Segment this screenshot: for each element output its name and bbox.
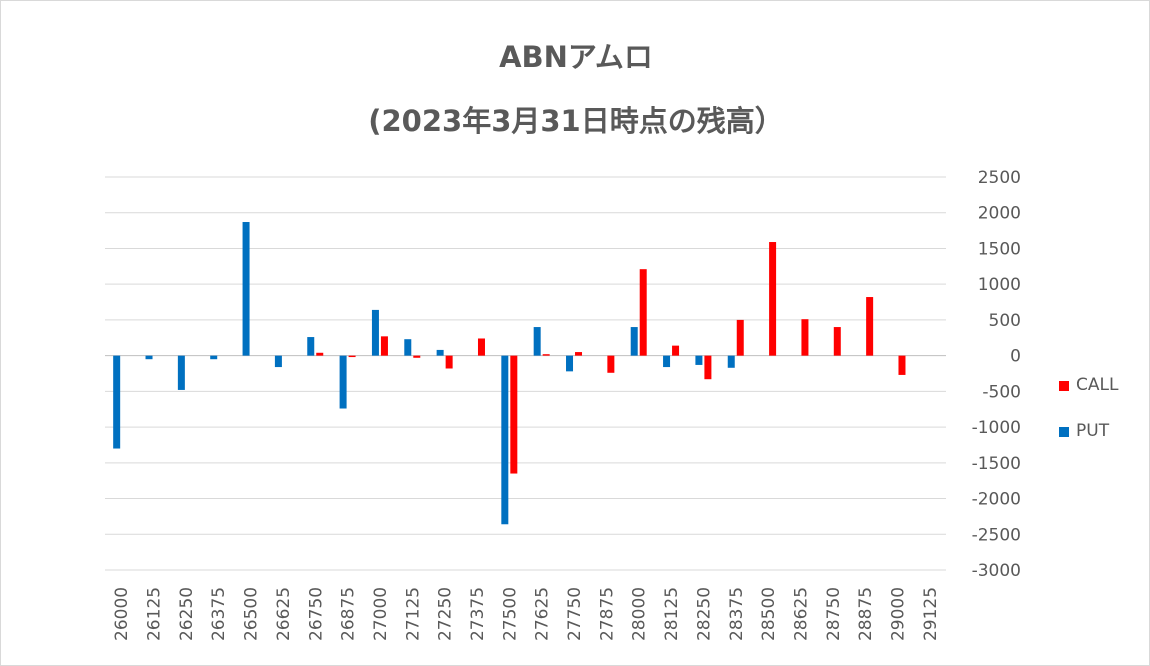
y-tick-label: -1000 [972, 418, 1021, 438]
legend-label-put: PUT [1076, 421, 1110, 441]
bar-put [727, 355, 735, 368]
bar-call [477, 338, 485, 356]
x-tick-label: 27125 [403, 587, 423, 641]
x-tick-label: 28375 [727, 587, 747, 641]
x-tick-label: 27250 [436, 587, 456, 641]
legend-label-call: CALL [1076, 375, 1119, 395]
bar-put [307, 337, 315, 356]
x-tick-label: 26125 [145, 587, 165, 641]
bar-put [404, 339, 412, 356]
y-tick-label: -2500 [972, 525, 1021, 545]
x-tick-label: 28250 [694, 587, 714, 641]
bar-call [639, 269, 647, 356]
x-tick-label: 26000 [112, 587, 132, 641]
y-tick-label: 2500 [978, 168, 1021, 188]
bar-call [575, 352, 583, 356]
x-tick-label: 26625 [274, 587, 294, 641]
y-tick-label: 0 [1010, 347, 1021, 367]
x-tick-label: 28000 [630, 587, 650, 641]
bar-call [510, 355, 518, 474]
bar-call [898, 355, 906, 375]
bar-put [242, 222, 250, 356]
y-tick-label: -500 [982, 382, 1021, 402]
y-tick-label: 2000 [978, 204, 1021, 224]
bar-call [413, 355, 421, 358]
y-tick-label: -1500 [972, 454, 1021, 474]
x-tick-label: 28625 [791, 587, 811, 641]
x-tick-label: 27500 [500, 587, 520, 641]
bar-put [695, 355, 703, 365]
legend-swatch-put [1059, 427, 1069, 437]
bar-call [672, 345, 680, 356]
bar-put [371, 309, 379, 356]
bar-call [380, 336, 388, 356]
y-tick-label: 500 [989, 311, 1021, 331]
bar-put [663, 355, 671, 368]
bar-put [177, 355, 185, 390]
bar-call [769, 242, 777, 356]
y-tick-label: 1000 [978, 275, 1021, 295]
chart-title: ABNアムロ [499, 40, 653, 74]
bar-call [348, 355, 356, 358]
bar-put [501, 355, 509, 525]
x-tick-label: 26500 [242, 587, 262, 641]
x-tick-label: 29125 [921, 587, 941, 641]
x-tick-label: 27750 [565, 587, 585, 641]
bar-call [866, 297, 874, 356]
x-tick-label: 28875 [856, 587, 876, 641]
legend-swatch-call [1059, 381, 1069, 391]
x-tick-label: 28500 [759, 587, 779, 641]
x-tick-label: 26375 [209, 587, 229, 641]
x-tick-label: 27875 [597, 587, 617, 641]
x-tick-label: 26750 [306, 587, 326, 641]
bar-call [316, 352, 324, 356]
x-tick-label: 29000 [888, 587, 908, 641]
x-tick-label: 28750 [824, 587, 844, 641]
bar-put [630, 327, 638, 356]
y-tick-label: 1500 [978, 239, 1021, 259]
x-tick-label: 27625 [533, 587, 553, 641]
bar-put [339, 355, 347, 409]
bar-call [542, 354, 550, 356]
y-tick-label: -2000 [972, 490, 1021, 510]
chart-subtitle: (2023年3月31日時点の残高） [368, 104, 784, 138]
x-tick-label: 28125 [662, 587, 682, 641]
bar-put [533, 327, 541, 356]
bar-call [833, 327, 841, 356]
bar-call [736, 319, 744, 356]
bar-put [113, 355, 121, 449]
x-tick-label: 26250 [177, 587, 197, 641]
bar-put [274, 355, 282, 368]
bar-put [566, 355, 574, 372]
x-tick-label: 26875 [339, 587, 359, 641]
bar-call [801, 319, 809, 356]
bar-put [145, 355, 153, 360]
bar-put [210, 355, 218, 360]
bar-call [704, 355, 712, 380]
x-tick-label: 27375 [468, 587, 488, 641]
bar-put [436, 349, 444, 356]
y-tick-label: -3000 [972, 561, 1021, 581]
bar-call [445, 355, 453, 369]
bar-call [607, 355, 615, 373]
x-tick-label: 27000 [371, 587, 391, 641]
